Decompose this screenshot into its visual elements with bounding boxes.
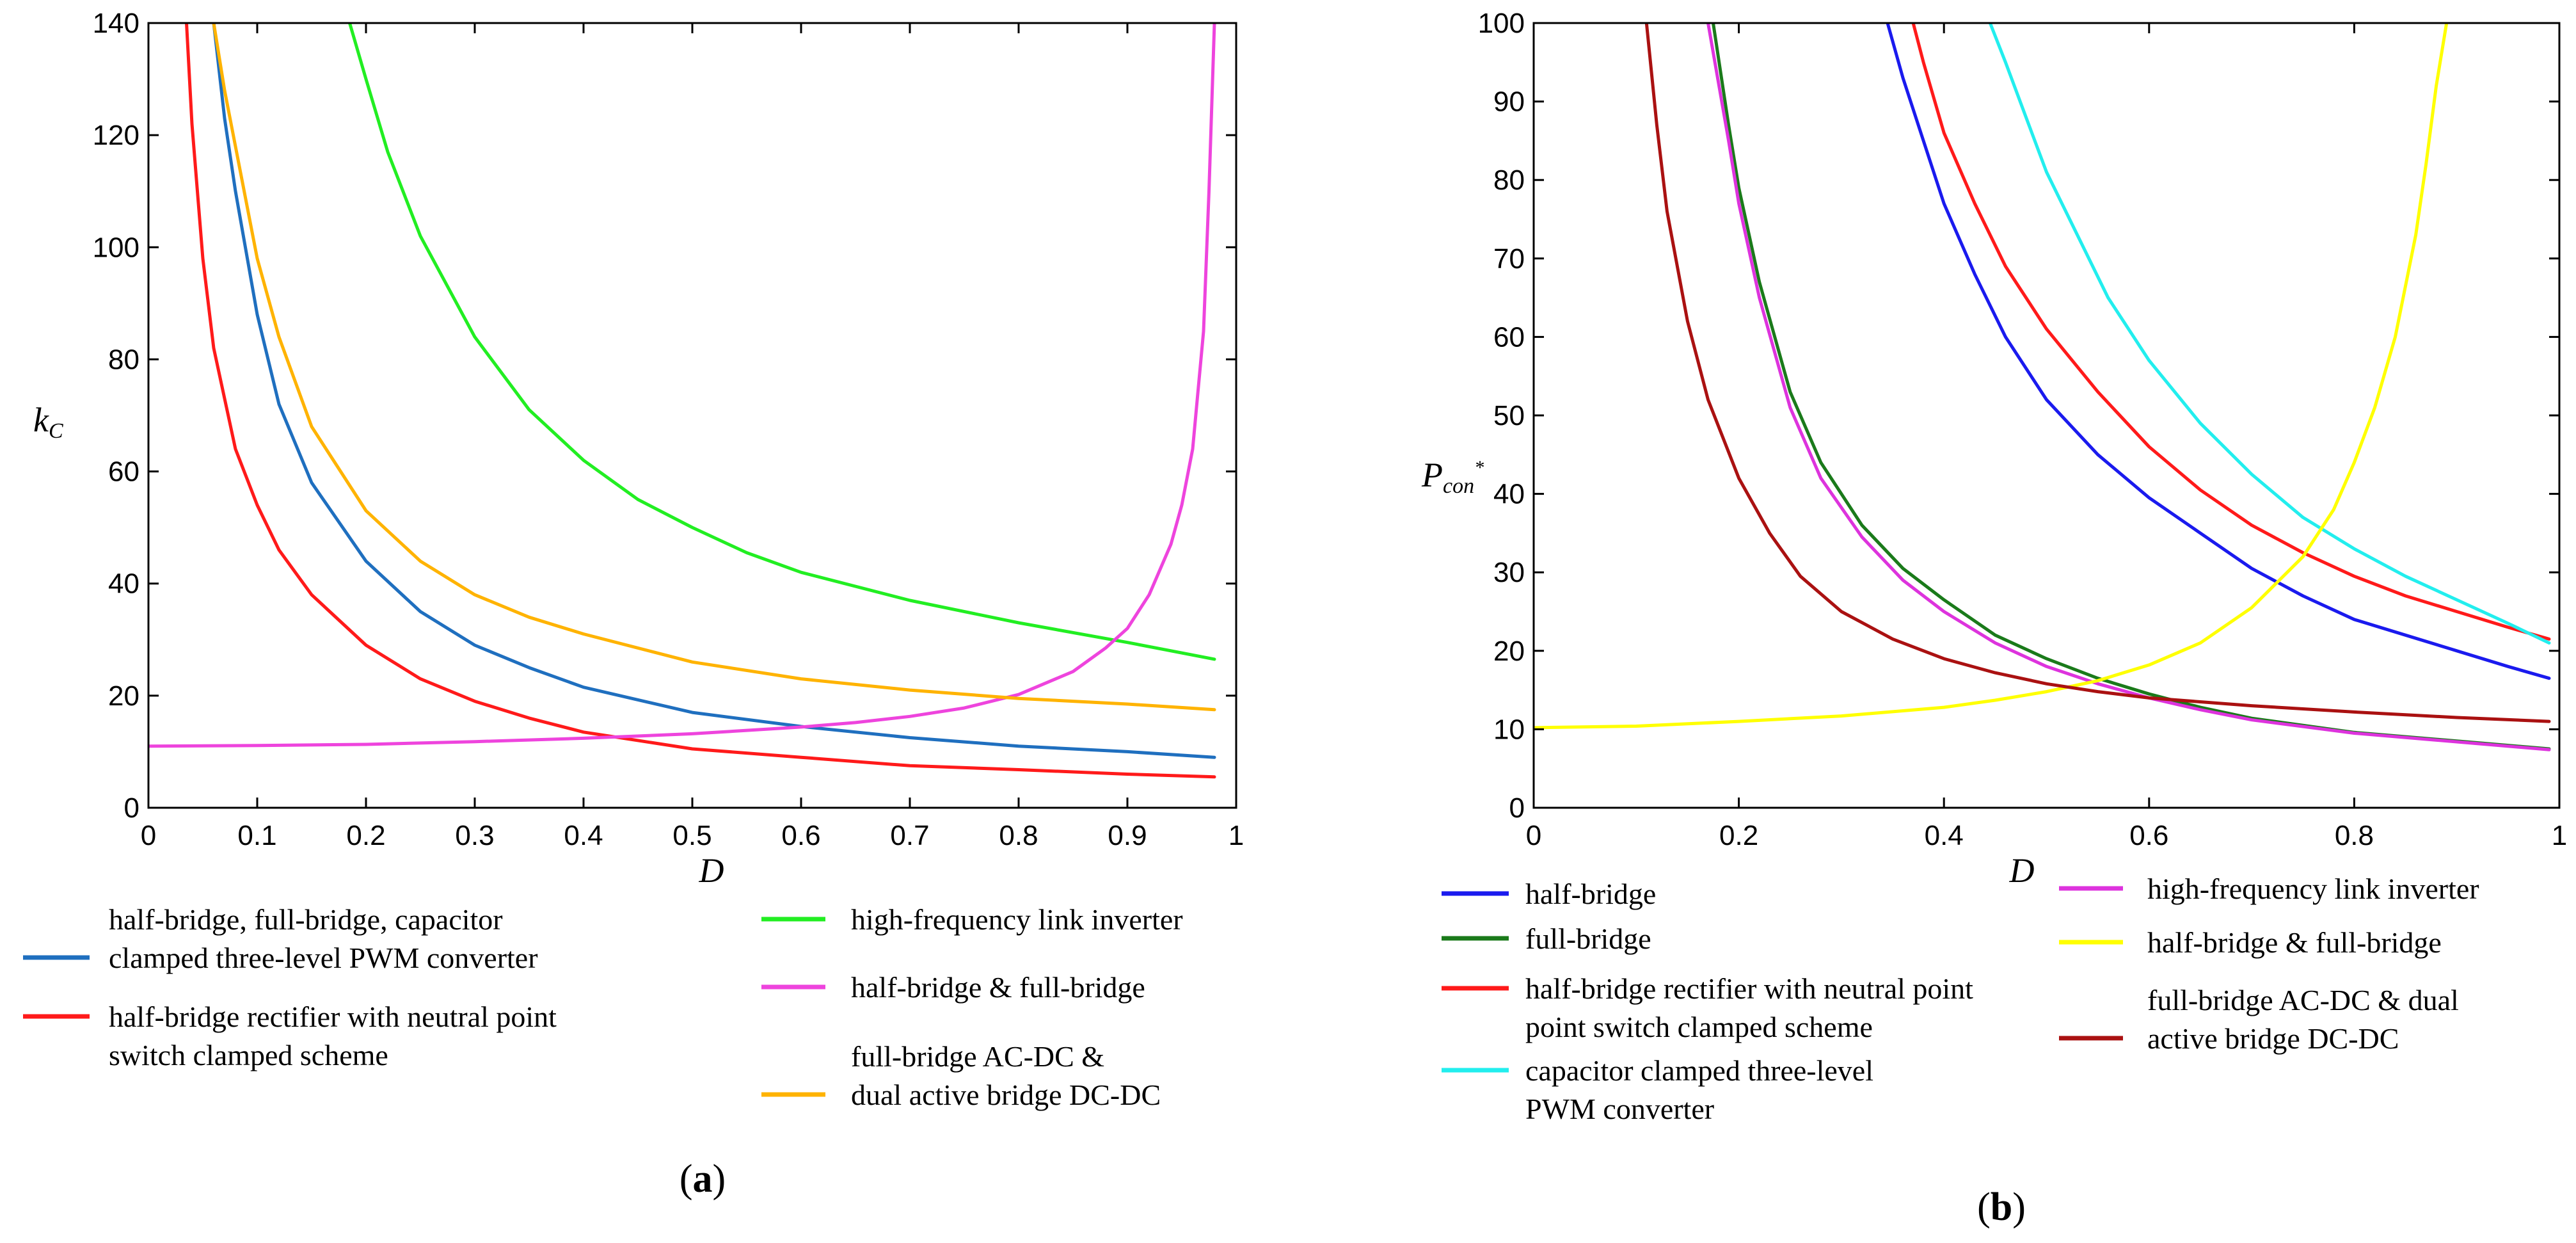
panel-caption: (a): [680, 1157, 726, 1201]
y-tick-label: 60: [108, 456, 139, 488]
axes-frame: [147, 22, 1237, 809]
y-tick-label: 20: [1493, 636, 1525, 667]
legend-label-4: dual active bridge DC-DC: [851, 1079, 1161, 1111]
legend-label-2: point switch clamped scheme: [1525, 1011, 1873, 1043]
series-line-4: [1706, 23, 2551, 751]
panel-b-chart: 0 0.2 0.4 0.6 0.8 10102030405060708090100DPco…: [1421, 8, 2567, 1229]
series-line-1: [185, 23, 1216, 779]
y-tick-label: 0: [1509, 792, 1525, 824]
y-axis-label: kC: [33, 401, 63, 443]
legend-label-3: PWM converter: [1525, 1093, 1714, 1125]
caption-letter: a: [693, 1157, 713, 1201]
y-tick-label: 10: [1493, 714, 1525, 745]
x-tick-label: 0.2: [1719, 820, 1758, 851]
x-tick-label: 0: [1526, 820, 1541, 851]
series-line-4: [212, 23, 1216, 712]
y-tick-label: 70: [1493, 243, 1525, 275]
x-tick-label: 0.5: [672, 820, 712, 851]
legend-label-0: clamped three-level PWM converter: [109, 942, 538, 974]
y-axis-label-sub: C: [49, 419, 63, 443]
caption-letter: b: [1991, 1185, 2012, 1229]
legend-label-4: full-bridge AC-DC &: [851, 1040, 1104, 1073]
x-tick-label: 1: [2552, 820, 2567, 851]
y-tick-label: 80: [108, 344, 139, 375]
x-tick-label: 0.4: [1925, 820, 1964, 851]
x-tick-label: 0: [141, 820, 156, 851]
series-line-3: [1988, 23, 2551, 645]
x-tick-label: 0.4: [564, 820, 603, 851]
y-axis-label-main: k: [33, 401, 49, 439]
y-axis-label-main: P: [1421, 456, 1443, 494]
legend-label-2: high-frequency link inverter: [851, 903, 1183, 936]
legend-label-6: full-bridge AC-DC & dual: [2147, 984, 2459, 1016]
y-tick-label: 100: [1478, 8, 1525, 39]
series-line-5: [1534, 23, 2449, 730]
series-line-3: [148, 23, 1216, 748]
legend-label-1: full-bridge: [1525, 922, 1651, 955]
y-axis-label-sub: con: [1443, 474, 1474, 498]
series-line-2: [1911, 23, 2551, 641]
legend: half-bridge, full-bridge, capacitor clamp…: [23, 903, 1183, 1111]
series-line-6: [1644, 23, 2551, 723]
y-tick-label: 140: [93, 8, 139, 39]
legend-label-6: active bridge DC-DC: [2147, 1022, 2399, 1055]
x-axis-label: D: [2009, 851, 2035, 890]
y-tick-label: 80: [1493, 164, 1525, 196]
series-line-0: [212, 23, 1216, 759]
plot-area: [1534, 23, 2551, 751]
caption-close: ): [713, 1157, 726, 1201]
y-tick-label: 60: [1493, 321, 1525, 353]
legend-label-0: half-bridge, full-bridge, capacitor: [109, 903, 503, 936]
plot-area: [148, 23, 1216, 779]
x-tick-label: 1: [1228, 820, 1244, 851]
legend-label-2: half-bridge rectifier with neutral point: [1525, 972, 1973, 1005]
y-axis-label-sup: *: [1474, 457, 1484, 478]
x-tick-label: 0.7: [890, 820, 929, 851]
x-axis-label: D: [699, 851, 724, 890]
y-tick-label: 40: [1493, 479, 1525, 510]
y-tick-label: 30: [1493, 557, 1525, 588]
x-tick-label: 0.1: [237, 820, 276, 851]
legend: half-bridge full-bridge half-bridge rectif…: [1442, 872, 2479, 1125]
panel-caption: (b): [1977, 1185, 2026, 1229]
legend-label-5: half-bridge & full-bridge: [2147, 926, 2442, 959]
legend-label-3: capacitor clamped three-level: [1525, 1054, 1873, 1087]
y-tick-label: 50: [1493, 400, 1525, 431]
x-tick-label: 0.6: [2129, 820, 2168, 851]
legend-label-1: half-bridge rectifier with neutral point: [109, 1000, 557, 1033]
caption-open: (: [1977, 1185, 1991, 1229]
legend-label-4: high-frequency link inverter: [2147, 872, 2479, 905]
y-tick-label: 20: [108, 680, 139, 712]
y-tick-label: 120: [93, 120, 139, 151]
y-tick-label: 40: [108, 568, 139, 600]
x-tick-label: 0.3: [455, 820, 494, 851]
legend-label-1: switch clamped scheme: [109, 1039, 388, 1071]
x-tick-label: 0.8: [999, 820, 1038, 851]
x-tick-label: 0.9: [1108, 820, 1147, 851]
y-tick-label: 0: [124, 792, 139, 824]
caption-open: (: [680, 1157, 693, 1201]
x-tick-label: 0.8: [2335, 820, 2374, 851]
panel-a-chart: 0 0.1 0.2 0.3 0.4 0.5 0.6 0.7 0.8 0.9 1 0 20 40 60 80 10…: [23, 8, 1244, 1201]
x-tick-label: 0.6: [781, 820, 820, 851]
legend-label-0: half-bridge: [1525, 878, 1656, 910]
y-axis-label: Pcon*: [1421, 456, 1484, 498]
y-tick-label: 100: [93, 232, 139, 263]
series-line-2: [348, 23, 1216, 661]
caption-close: ): [2012, 1185, 2026, 1229]
x-tick-label: 0.2: [346, 820, 385, 851]
series-line-0: [1886, 23, 2551, 680]
legend-label-3: half-bridge & full-bridge: [851, 971, 1145, 1004]
y-tick-label: 90: [1493, 86, 1525, 118]
